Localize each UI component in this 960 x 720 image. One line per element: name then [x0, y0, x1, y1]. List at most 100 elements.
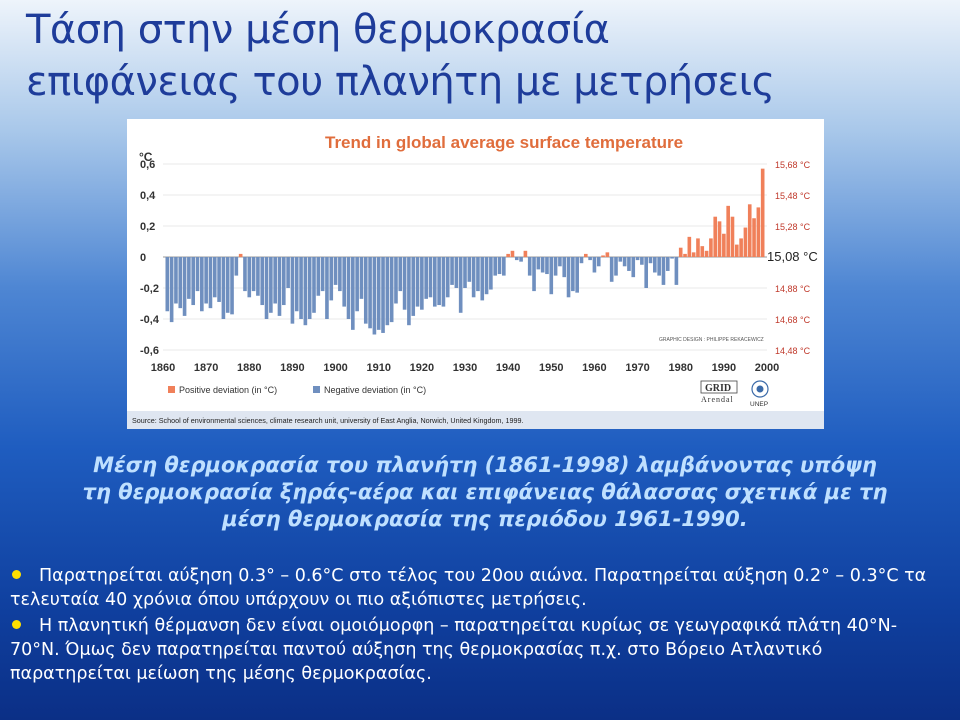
bar	[523, 250, 528, 257]
bar	[730, 216, 735, 257]
bar	[484, 257, 489, 295]
bar	[480, 257, 485, 301]
right-axis-label: 15,48 °C	[775, 191, 811, 201]
temperature-chart: Trend in global average surface temperat…	[127, 119, 824, 429]
bar	[290, 257, 295, 324]
bar	[743, 227, 748, 257]
bar	[372, 257, 377, 335]
bar	[747, 204, 752, 257]
legend-positive-label: Positive deviation (in °C)	[179, 385, 277, 395]
bar	[631, 257, 636, 278]
bar	[407, 257, 411, 326]
bar	[756, 207, 761, 257]
bar	[687, 236, 692, 257]
logo-grid-text: GRID	[705, 383, 731, 394]
bar	[545, 257, 549, 275]
x-tick-label: 1860	[151, 362, 175, 374]
bar	[286, 257, 290, 288]
bar	[260, 257, 265, 306]
bar	[182, 257, 187, 316]
bar	[704, 250, 709, 257]
bullet-item: Η πλανητική θέρμανση δεν είναι ομοιόμορφ…	[10, 614, 945, 686]
bar	[644, 257, 649, 288]
bar	[601, 255, 605, 257]
bar	[527, 257, 532, 276]
bullet-text-2: Η πλανητική θέρμανση δεν είναι ομοιόμορφ…	[10, 616, 898, 684]
bar	[325, 257, 329, 319]
x-tick-label: 1960	[582, 362, 606, 374]
bar	[299, 257, 303, 319]
right-axis-label: 14,68 °C	[775, 315, 811, 325]
bar	[506, 253, 510, 257]
slide-title: Τάση στην μέση θερμοκρασία επιφάνειας το…	[26, 4, 946, 108]
bar	[571, 257, 575, 292]
bar	[540, 257, 545, 273]
bar	[583, 253, 588, 257]
x-tick-label: 1950	[539, 362, 563, 374]
bar	[385, 257, 390, 326]
bar	[432, 257, 437, 307]
bar	[342, 257, 347, 307]
bar	[627, 257, 631, 271]
bullet-item: Παρατηρείται αύξηση 0.3° – 0.6°C στο τέλ…	[10, 564, 945, 612]
bar	[389, 257, 394, 323]
y-tick-label: 0,4	[140, 190, 156, 202]
bar	[200, 257, 204, 312]
bar	[734, 244, 739, 257]
bar	[420, 257, 424, 310]
bar	[346, 257, 351, 319]
bar	[307, 257, 312, 319]
x-tick-label: 1870	[194, 362, 218, 374]
graphic-credit: GRAPHIC DESIGN : PHILIPPE REKACEWICZ	[659, 337, 764, 343]
bar	[320, 257, 325, 292]
bar	[635, 257, 640, 261]
bar	[532, 257, 536, 292]
bar	[234, 257, 239, 276]
unep-logo: UNEP	[750, 380, 769, 408]
y-tick-label: 0,2	[140, 221, 155, 233]
right-axis-label: 14,48 °C	[775, 346, 811, 356]
y-tick-label: 0,6	[140, 159, 155, 171]
bar	[208, 257, 213, 309]
bullet-dot	[12, 619, 21, 629]
caption-line1: Μέση θερμοκρασία του πλανήτη (1861-1998)…	[93, 453, 877, 477]
bar	[355, 257, 359, 312]
bar	[536, 257, 541, 270]
bar	[178, 257, 183, 309]
chart-caption: Μέση θερμοκρασία του πλανήτη (1861-1998)…	[20, 452, 950, 533]
legend: Positive deviation (in °C) Negative devi…	[168, 385, 426, 395]
bar	[700, 246, 705, 257]
bar	[450, 257, 454, 285]
bar	[411, 257, 416, 316]
y-tick-label: -0,6	[140, 345, 159, 357]
bar	[458, 257, 463, 313]
bar	[596, 257, 601, 267]
bar	[614, 257, 618, 276]
bar	[338, 257, 342, 292]
x-tick-label: 1940	[496, 362, 520, 374]
bar	[454, 257, 459, 288]
bar	[437, 257, 441, 306]
logo-unep-text: UNEP	[750, 401, 768, 408]
bar	[441, 257, 446, 307]
caption-line2: τη θερμοκρασία ξηράς-αέρα και επιφάνειας…	[82, 480, 888, 504]
logo-arendal-text: Arendal	[701, 395, 734, 404]
bullet-text-1: Παρατηρείται αύξηση 0.3° – 0.6°C στο τέλ…	[10, 566, 927, 610]
y-tick-label: 0	[140, 252, 146, 264]
bar	[713, 216, 718, 257]
bar	[553, 257, 558, 276]
bar	[471, 257, 476, 298]
bullet-list: Παρατηρείται αύξηση 0.3° – 0.6°C στο τέλ…	[10, 564, 945, 688]
bar	[640, 257, 644, 265]
bar	[489, 257, 493, 290]
bar	[333, 257, 338, 285]
grid-arendal-logo: GRID Arendal	[700, 380, 738, 404]
bar	[575, 257, 579, 293]
x-tick-label: 1900	[323, 362, 347, 374]
right-axis-label: 15,28 °C	[775, 222, 811, 232]
x-tick-label: 1970	[625, 362, 649, 374]
bar	[562, 257, 567, 278]
bar	[502, 257, 506, 276]
bar	[726, 205, 730, 257]
bar	[592, 257, 597, 273]
